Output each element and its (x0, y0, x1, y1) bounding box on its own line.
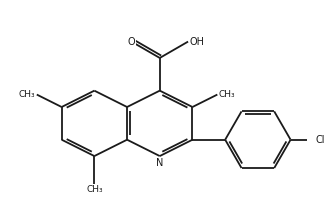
Text: Cl: Cl (315, 135, 325, 145)
Text: CH₃: CH₃ (219, 90, 236, 99)
Text: O: O (127, 37, 135, 47)
Text: N: N (156, 158, 163, 168)
Text: CH₃: CH₃ (19, 90, 35, 99)
Text: OH: OH (190, 37, 205, 47)
Text: CH₃: CH₃ (86, 186, 103, 195)
